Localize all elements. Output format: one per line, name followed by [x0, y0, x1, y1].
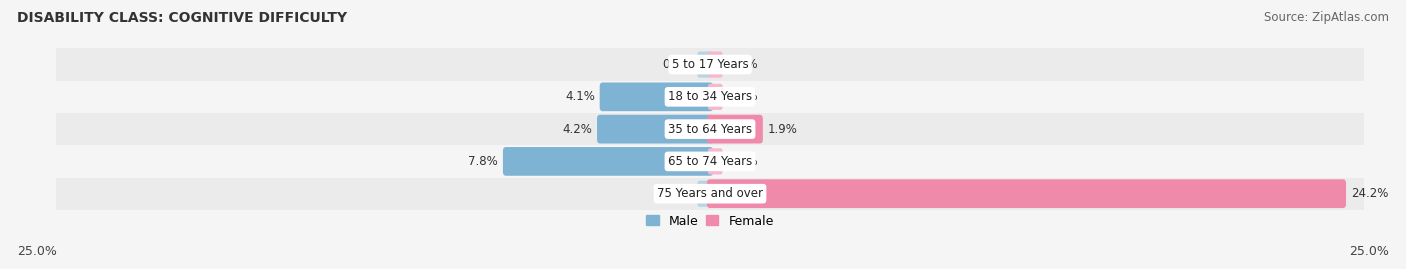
- Text: 4.2%: 4.2%: [562, 123, 592, 136]
- Text: 18 to 34 Years: 18 to 34 Years: [668, 90, 752, 103]
- FancyBboxPatch shape: [697, 180, 711, 207]
- Bar: [56, 81, 1364, 113]
- Text: 0.0%: 0.0%: [728, 90, 758, 103]
- Bar: [56, 113, 1364, 145]
- Text: 5 to 17 Years: 5 to 17 Years: [672, 58, 748, 71]
- FancyBboxPatch shape: [707, 115, 763, 143]
- Legend: Male, Female: Male, Female: [641, 210, 779, 233]
- Text: 24.2%: 24.2%: [1351, 187, 1388, 200]
- Text: 25.0%: 25.0%: [17, 245, 56, 258]
- Text: 75 Years and over: 75 Years and over: [657, 187, 763, 200]
- Text: DISABILITY CLASS: COGNITIVE DIFFICULTY: DISABILITY CLASS: COGNITIVE DIFFICULTY: [17, 11, 347, 25]
- Text: 65 to 74 Years: 65 to 74 Years: [668, 155, 752, 168]
- FancyBboxPatch shape: [709, 51, 723, 78]
- Bar: [56, 178, 1364, 210]
- Text: 0.0%: 0.0%: [728, 58, 758, 71]
- Text: 25.0%: 25.0%: [1350, 245, 1389, 258]
- Text: 0.0%: 0.0%: [728, 155, 758, 168]
- Text: 1.9%: 1.9%: [768, 123, 797, 136]
- FancyBboxPatch shape: [503, 147, 713, 176]
- Text: Source: ZipAtlas.com: Source: ZipAtlas.com: [1264, 11, 1389, 24]
- FancyBboxPatch shape: [598, 115, 713, 143]
- FancyBboxPatch shape: [709, 84, 723, 110]
- FancyBboxPatch shape: [600, 83, 713, 111]
- Text: 4.1%: 4.1%: [565, 90, 595, 103]
- FancyBboxPatch shape: [707, 179, 1346, 208]
- FancyBboxPatch shape: [709, 148, 723, 175]
- Bar: [56, 145, 1364, 178]
- FancyBboxPatch shape: [697, 51, 711, 78]
- Bar: [56, 48, 1364, 81]
- Text: 0.0%: 0.0%: [662, 187, 692, 200]
- Text: 7.8%: 7.8%: [468, 155, 498, 168]
- Text: 35 to 64 Years: 35 to 64 Years: [668, 123, 752, 136]
- Text: 0.0%: 0.0%: [662, 58, 692, 71]
